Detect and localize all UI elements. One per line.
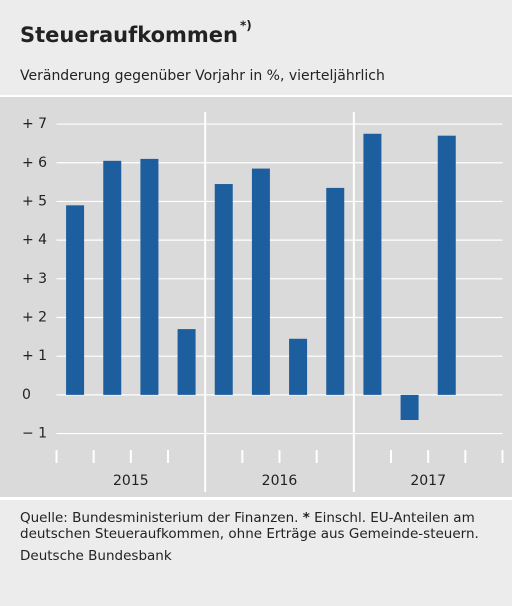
- y-tick-label: + 4: [22, 232, 47, 248]
- bar: [177, 329, 196, 395]
- y-tick-label: + 7: [22, 116, 47, 132]
- chart-title: Steueraufkommen: [20, 23, 238, 47]
- x-group-label: 2017: [410, 473, 446, 489]
- bar: [289, 338, 308, 395]
- y-tick-label: + 6: [22, 155, 47, 171]
- bar: [140, 158, 159, 395]
- y-tick-label: + 2: [22, 310, 47, 326]
- header-bg: [0, 0, 512, 95]
- bar: [437, 135, 456, 395]
- bar: [326, 187, 345, 395]
- publisher: Deutsche Bundesbank: [20, 548, 172, 564]
- y-tick-label: 0: [22, 387, 31, 403]
- source: Quelle: Bundesministerium der Finanzen.: [20, 510, 299, 526]
- y-tick-label: + 3: [22, 271, 47, 287]
- y-tick-label: + 1: [22, 348, 47, 364]
- x-group-label: 2016: [262, 473, 298, 489]
- bar: [363, 133, 382, 395]
- y-tick-label: − 1: [22, 426, 47, 442]
- note: Einschl. EU-Anteilen am deutschen Steuer…: [20, 510, 479, 542]
- bar: [400, 394, 419, 421]
- bar: [66, 205, 85, 395]
- x-group-label: 2015: [113, 473, 149, 489]
- footer: Quelle: Bundesministerium der Finanzen. …: [0, 500, 512, 606]
- chart: Steueraufkommen *) Veränderung gegenüber…: [0, 0, 512, 497]
- y-tick-label: + 5: [22, 193, 47, 209]
- footnote: Quelle: Bundesministerium der Finanzen. …: [20, 510, 492, 542]
- note-marker: *: [302, 510, 310, 526]
- bar: [251, 168, 270, 395]
- bar: [214, 184, 233, 395]
- title-note: *): [240, 19, 252, 33]
- bar: [103, 160, 122, 395]
- chart-subtitle: Veränderung gegenüber Vorjahr in %, vier…: [20, 68, 385, 84]
